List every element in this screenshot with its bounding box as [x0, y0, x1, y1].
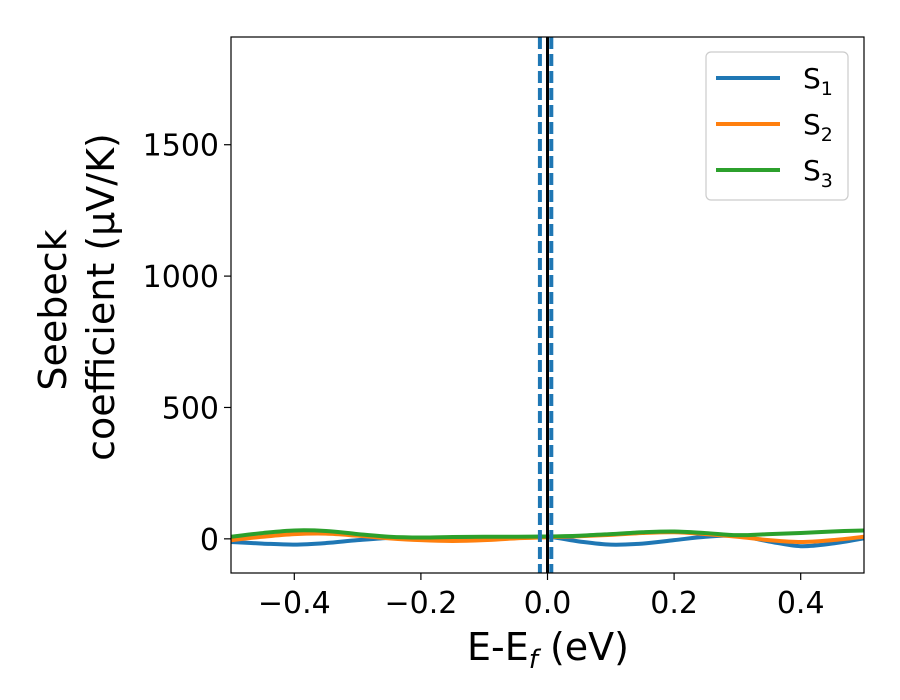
y-tick-label: 1500: [143, 129, 219, 164]
y-tick-label: 500: [162, 391, 219, 426]
y-axis-title-line1: Seebeck: [31, 229, 75, 390]
x-tick-label: −0.2: [384, 586, 457, 621]
legend-label-s3: S3: [803, 154, 833, 192]
x-axis-ticks: −0.4 −0.2 0.0 0.2 0.4: [258, 573, 825, 621]
legend: S1 S2 S3: [705, 51, 849, 201]
plot-area: [231, 37, 864, 573]
x-tick-label: 0.2: [650, 586, 698, 621]
x-tick-label: 0.4: [777, 586, 825, 621]
x-tick-label: −0.4: [258, 586, 331, 621]
legend-label-s1: S1: [803, 62, 833, 100]
x-tick-label: 0.0: [524, 586, 572, 621]
y-axis-ticks: 0 500 1000 1500: [143, 129, 231, 558]
legend-label-s2: S2: [803, 108, 833, 146]
y-axis-title-line2: coefficient (μV/K): [79, 133, 123, 461]
x-axis-title: E-Ef (eV): [467, 625, 629, 675]
y-tick-label: 0: [200, 523, 219, 558]
y-tick-label: 1000: [143, 260, 219, 295]
